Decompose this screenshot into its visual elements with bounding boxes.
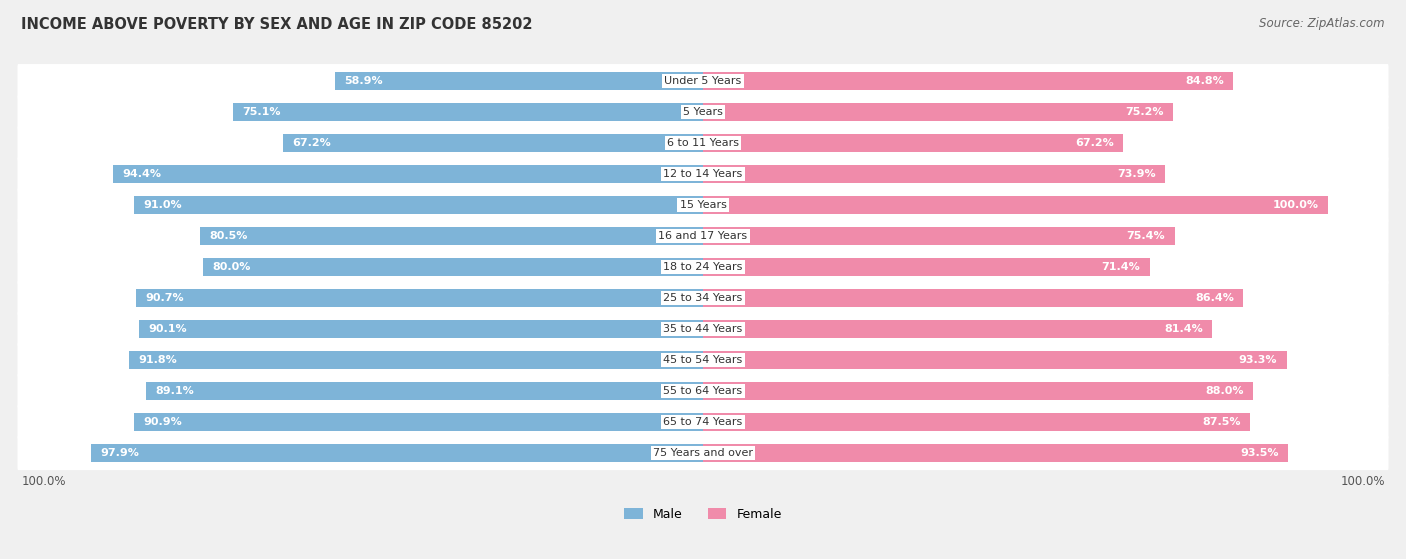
Text: 45 to 54 Years: 45 to 54 Years	[664, 355, 742, 365]
Bar	[703, 413, 1250, 431]
FancyBboxPatch shape	[17, 95, 1389, 130]
Text: 100.0%: 100.0%	[1272, 200, 1319, 210]
Text: 81.4%: 81.4%	[1164, 324, 1202, 334]
Text: 90.7%: 90.7%	[145, 293, 184, 303]
Text: 5 Years: 5 Years	[683, 107, 723, 117]
Legend: Male, Female: Male, Female	[619, 503, 787, 525]
Bar	[703, 258, 1150, 276]
Text: 80.0%: 80.0%	[212, 262, 250, 272]
Text: 67.2%: 67.2%	[1076, 138, 1114, 148]
FancyBboxPatch shape	[17, 343, 1389, 377]
Bar	[283, 134, 703, 152]
Bar	[233, 103, 703, 121]
Text: 84.8%: 84.8%	[1185, 77, 1225, 87]
Text: 55 to 64 Years: 55 to 64 Years	[664, 386, 742, 396]
Text: 71.4%: 71.4%	[1101, 262, 1140, 272]
Text: 86.4%: 86.4%	[1195, 293, 1234, 303]
FancyBboxPatch shape	[17, 435, 1389, 470]
FancyBboxPatch shape	[17, 219, 1389, 253]
Text: 15 Years: 15 Years	[679, 200, 727, 210]
Text: 90.1%: 90.1%	[149, 324, 187, 334]
Text: 75 Years and over: 75 Years and over	[652, 448, 754, 458]
FancyBboxPatch shape	[17, 64, 1389, 99]
Text: 93.3%: 93.3%	[1239, 355, 1277, 365]
FancyBboxPatch shape	[17, 157, 1389, 192]
FancyBboxPatch shape	[17, 281, 1389, 315]
FancyBboxPatch shape	[17, 311, 1389, 347]
Text: 100.0%: 100.0%	[1340, 475, 1385, 488]
Bar	[129, 351, 703, 369]
Text: 58.9%: 58.9%	[344, 77, 382, 87]
Text: Under 5 Years: Under 5 Years	[665, 77, 741, 87]
FancyBboxPatch shape	[17, 188, 1389, 222]
Text: 65 to 74 Years: 65 to 74 Years	[664, 417, 742, 427]
Text: 18 to 24 Years: 18 to 24 Years	[664, 262, 742, 272]
Text: 91.0%: 91.0%	[143, 200, 181, 210]
Text: 91.8%: 91.8%	[138, 355, 177, 365]
Bar	[703, 196, 1329, 214]
Text: Source: ZipAtlas.com: Source: ZipAtlas.com	[1260, 17, 1385, 30]
FancyBboxPatch shape	[17, 373, 1389, 408]
Text: 6 to 11 Years: 6 to 11 Years	[666, 138, 740, 148]
Bar	[90, 444, 703, 462]
Bar	[202, 258, 703, 276]
Text: 93.5%: 93.5%	[1240, 448, 1278, 458]
Text: 87.5%: 87.5%	[1202, 417, 1241, 427]
Text: 90.9%: 90.9%	[143, 417, 183, 427]
Text: 75.4%: 75.4%	[1126, 231, 1166, 241]
FancyBboxPatch shape	[17, 405, 1389, 439]
Text: 80.5%: 80.5%	[209, 231, 247, 241]
Text: 16 and 17 Years: 16 and 17 Years	[658, 231, 748, 241]
Bar	[335, 73, 703, 91]
Bar	[703, 351, 1286, 369]
Bar	[139, 320, 703, 338]
Text: 88.0%: 88.0%	[1205, 386, 1244, 396]
Text: 67.2%: 67.2%	[292, 138, 330, 148]
Bar	[703, 134, 1123, 152]
Bar	[135, 413, 703, 431]
Text: 75.1%: 75.1%	[243, 107, 281, 117]
Text: 75.2%: 75.2%	[1125, 107, 1164, 117]
FancyBboxPatch shape	[17, 250, 1389, 285]
Bar	[112, 165, 703, 183]
Bar	[703, 227, 1174, 245]
Bar	[134, 196, 703, 214]
Text: 94.4%: 94.4%	[122, 169, 160, 179]
Bar	[703, 320, 1212, 338]
Text: 89.1%: 89.1%	[155, 386, 194, 396]
Bar	[703, 444, 1288, 462]
Bar	[703, 165, 1166, 183]
Bar	[146, 382, 703, 400]
Bar	[703, 289, 1243, 307]
Bar	[703, 73, 1233, 91]
Text: 100.0%: 100.0%	[21, 475, 66, 488]
Text: 35 to 44 Years: 35 to 44 Years	[664, 324, 742, 334]
FancyBboxPatch shape	[17, 126, 1389, 160]
Text: 25 to 34 Years: 25 to 34 Years	[664, 293, 742, 303]
Text: 12 to 14 Years: 12 to 14 Years	[664, 169, 742, 179]
Bar	[200, 227, 703, 245]
Text: 73.9%: 73.9%	[1118, 169, 1156, 179]
Text: INCOME ABOVE POVERTY BY SEX AND AGE IN ZIP CODE 85202: INCOME ABOVE POVERTY BY SEX AND AGE IN Z…	[21, 17, 533, 32]
Text: 97.9%: 97.9%	[100, 448, 139, 458]
Bar	[703, 103, 1174, 121]
Bar	[136, 289, 703, 307]
Bar	[703, 382, 1253, 400]
